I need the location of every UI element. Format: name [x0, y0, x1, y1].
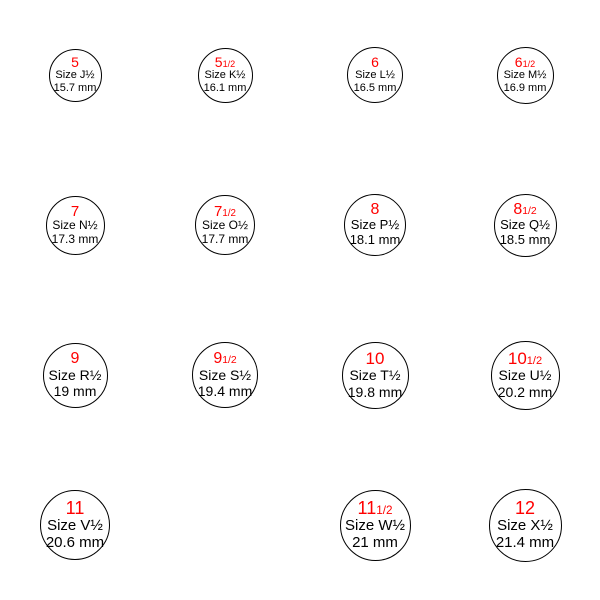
us-size-int: 10 [508, 349, 527, 368]
grid-cell: 111/2Size W½21 mm [300, 450, 450, 600]
us-size-number: 61/2 [515, 55, 535, 69]
us-size-half: 1/2 [523, 59, 536, 69]
diameter-mm-label: 20.6 mm [46, 534, 104, 551]
ring-size-circle: 111/2Size W½21 mm [340, 490, 411, 561]
diameter-mm-label: 18.1 mm [350, 233, 401, 248]
us-size-number: 81/2 [513, 202, 536, 218]
us-size-number: 11 [66, 499, 85, 517]
diameter-mm-label: 21 mm [352, 534, 398, 551]
us-size-half: 1/2 [527, 355, 542, 367]
grid-cell: 61/2Size M½16.9 mm [450, 0, 600, 150]
ring-size-circle: 91/2Size S½19.4 mm [192, 342, 258, 408]
uk-size-label: Size T½ [349, 367, 400, 383]
us-size-half: 1/2 [522, 206, 536, 217]
diameter-mm-label: 16.9 mm [504, 82, 547, 95]
us-size-number: 71/2 [214, 204, 236, 219]
uk-size-label: Size W½ [345, 517, 405, 534]
us-size-int: 11 [358, 498, 377, 518]
diameter-mm-label: 19.8 mm [348, 384, 402, 400]
uk-size-label: Size L½ [355, 69, 395, 82]
us-size-number: 91/2 [213, 351, 236, 367]
diameter-mm-label: 17.7 mm [202, 233, 249, 247]
uk-size-label: Size J½ [55, 69, 94, 82]
diameter-mm-label: 19 mm [54, 383, 97, 399]
us-size-number: 5 [71, 55, 79, 69]
uk-size-label: Size V½ [47, 517, 103, 534]
us-size-number: 8 [371, 202, 380, 218]
ring-size-circle: 10Size T½19.8 mm [342, 342, 409, 409]
grid-cell: 71/2Size O½17.7 mm [150, 150, 300, 300]
grid-cell: 5Size J½15.7 mm [0, 0, 150, 150]
us-size-int: 9 [213, 350, 222, 367]
diameter-mm-label: 15.7 mm [54, 82, 97, 95]
uk-size-label: Size O½ [202, 219, 248, 233]
ring-size-circle: 81/2Size Q½18.5 mm [494, 194, 557, 257]
us-size-number: 9 [71, 351, 80, 367]
us-size-int: 8 [371, 201, 380, 218]
diameter-mm-label: 17.3 mm [52, 233, 99, 247]
grid-cell: 101/2Size U½20.2 mm [450, 300, 600, 450]
us-size-int: 10 [366, 349, 385, 368]
us-size-number: 12 [515, 499, 535, 517]
grid-cell: 9Size R½19 mm [0, 300, 150, 450]
ring-size-circle: 6Size L½16.5 mm [347, 47, 403, 103]
uk-size-label: Size S½ [199, 367, 251, 383]
ring-size-circle: 12Size X½21.4 mm [489, 489, 562, 562]
ring-size-circle: 7Size N½17.3 mm [46, 196, 105, 255]
us-size-number: 7 [71, 204, 79, 219]
uk-size-label: Size M½ [504, 69, 547, 82]
uk-size-label: Size P½ [351, 218, 399, 233]
us-size-int: 6 [515, 54, 523, 70]
ring-size-circle: 71/2Size O½17.7 mm [195, 195, 255, 255]
us-size-int: 12 [515, 498, 535, 518]
ring-size-grid: 5Size J½15.7 mm51/2Size K½16.1 mm6Size L… [0, 0, 600, 600]
uk-size-label: Size R½ [49, 367, 102, 383]
grid-cell: 10Size T½19.8 mm [300, 300, 450, 450]
us-size-half: 1/2 [376, 504, 392, 517]
grid-cell: 8Size P½18.1 mm [300, 150, 450, 300]
ring-size-circle: 5Size J½15.7 mm [49, 49, 102, 102]
grid-cell: 6Size L½16.5 mm [300, 0, 450, 150]
diameter-mm-label: 20.2 mm [498, 384, 552, 400]
grid-cell [150, 450, 300, 600]
diameter-mm-label: 19.4 mm [198, 383, 252, 399]
ring-size-circle: 9Size R½19 mm [43, 343, 108, 408]
us-size-half: 1/2 [223, 59, 236, 69]
grid-cell: 91/2Size S½19.4 mm [150, 300, 300, 450]
us-size-int: 5 [215, 54, 223, 70]
ring-size-circle: 11Size V½20.6 mm [40, 490, 110, 560]
us-size-int: 11 [66, 498, 85, 518]
ring-size-circle: 51/2Size K½16.1 mm [198, 48, 253, 103]
uk-size-label: Size X½ [497, 517, 553, 534]
diameter-mm-label: 21.4 mm [496, 534, 554, 551]
grid-cell: 12Size X½21.4 mm [450, 450, 600, 600]
uk-size-label: Size N½ [52, 219, 97, 233]
uk-size-label: Size Q½ [500, 218, 550, 233]
us-size-number: 10 [366, 350, 385, 367]
us-size-number: 111/2 [358, 499, 393, 517]
us-size-int: 9 [71, 350, 80, 367]
us-size-int: 6 [371, 54, 379, 70]
us-size-number: 6 [371, 55, 379, 69]
uk-size-label: Size U½ [499, 367, 552, 383]
ring-size-circle: 101/2Size U½20.2 mm [491, 341, 560, 410]
uk-size-label: Size K½ [205, 69, 246, 82]
grid-cell: 11Size V½20.6 mm [0, 450, 150, 600]
grid-cell: 81/2Size Q½18.5 mm [450, 150, 600, 300]
us-size-int: 8 [513, 201, 522, 218]
us-size-number: 51/2 [215, 55, 235, 69]
diameter-mm-label: 16.1 mm [204, 82, 247, 95]
ring-size-circle: 61/2Size M½16.9 mm [497, 47, 554, 104]
diameter-mm-label: 16.5 mm [354, 82, 397, 95]
ring-size-circle: 8Size P½18.1 mm [344, 194, 406, 256]
grid-cell: 51/2Size K½16.1 mm [150, 0, 300, 150]
diameter-mm-label: 18.5 mm [500, 233, 551, 248]
us-size-int: 5 [71, 54, 79, 70]
us-size-number: 101/2 [508, 350, 542, 367]
us-size-half: 1/2 [222, 355, 236, 366]
grid-cell: 7Size N½17.3 mm [0, 150, 150, 300]
